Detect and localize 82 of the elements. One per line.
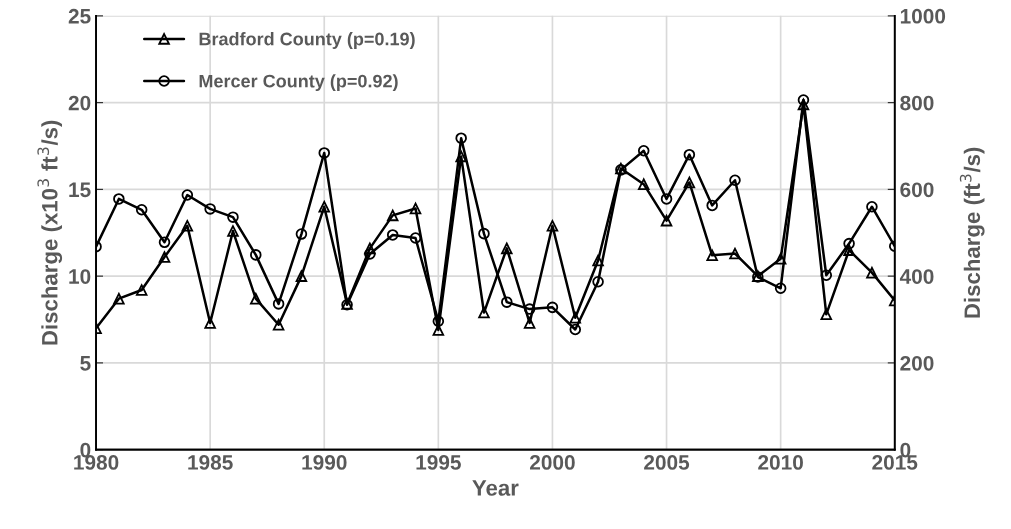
point	[866, 266, 878, 279]
point	[409, 232, 422, 244]
y2-tick-label: 400	[899, 269, 934, 284]
y-tick-label: 5	[80, 356, 91, 371]
point	[181, 189, 194, 201]
point	[250, 249, 262, 261]
point	[866, 200, 878, 213]
point	[432, 315, 445, 328]
point	[637, 178, 650, 190]
point	[135, 284, 148, 296]
point	[158, 236, 171, 249]
point	[523, 303, 536, 315]
point	[523, 317, 536, 329]
point	[158, 251, 171, 263]
y-tick-label: 25	[68, 8, 91, 24]
x-tick-label: 2005	[644, 455, 690, 470]
point	[729, 247, 741, 260]
point	[364, 248, 376, 260]
point	[478, 306, 490, 319]
point	[227, 225, 239, 237]
y2-tick-label: 200	[900, 355, 934, 371]
point	[660, 214, 673, 227]
point	[386, 209, 399, 222]
point	[774, 253, 787, 265]
point	[250, 292, 262, 305]
y-tick-label: 15	[69, 182, 91, 198]
point	[113, 292, 125, 305]
point	[546, 301, 559, 314]
point	[501, 242, 513, 255]
point	[204, 317, 216, 329]
x-tick-label: 2000	[529, 455, 575, 470]
point	[135, 204, 148, 216]
point	[592, 276, 604, 288]
point	[318, 200, 331, 213]
x-tick-label: 1990	[302, 455, 347, 470]
point	[295, 270, 308, 282]
y2-tick-label: 800	[900, 95, 934, 111]
point	[181, 220, 194, 232]
point	[227, 211, 239, 223]
point	[318, 147, 331, 159]
y2-tick-label: 600	[900, 182, 934, 198]
point	[843, 237, 855, 250]
point	[409, 202, 422, 215]
point	[455, 150, 467, 163]
point	[546, 220, 559, 232]
point	[660, 193, 673, 205]
point	[204, 203, 216, 215]
x-tick-label: 2010	[758, 455, 803, 470]
point	[683, 148, 696, 161]
point	[113, 193, 125, 205]
point	[272, 318, 285, 331]
legend-label: Mercer County (p=0.92)	[199, 74, 398, 92]
point	[364, 242, 376, 255]
point	[592, 254, 604, 267]
y-tick-label: 10	[69, 269, 91, 284]
point	[569, 312, 582, 324]
point	[272, 298, 285, 310]
point	[478, 227, 490, 240]
point	[683, 176, 696, 189]
y2-axis-title: Discharge (ft$^{3}$/s)	[959, 147, 985, 318]
point	[729, 174, 741, 187]
point	[455, 132, 467, 144]
y2-tick-label: 1000	[900, 8, 946, 24]
point	[797, 94, 810, 106]
point	[569, 323, 582, 336]
point	[706, 199, 718, 212]
x-tick-label: 1985	[188, 455, 233, 470]
point	[820, 308, 833, 321]
legend-label: Bradford County (p=0.19)	[199, 32, 415, 49]
x-tick-label: 1995	[416, 455, 461, 470]
point	[501, 296, 513, 308]
point	[797, 98, 810, 111]
y-axis-title: Discharge (x10$^{3}$ ft$^{3}$/s)	[37, 120, 63, 345]
point	[637, 145, 650, 157]
point	[843, 244, 855, 256]
point	[706, 249, 718, 262]
y-tick-label: 20	[68, 95, 91, 111]
point	[820, 269, 833, 282]
point	[386, 229, 399, 241]
x-axis-title: Year	[472, 480, 519, 496]
point	[774, 282, 787, 295]
point	[295, 228, 308, 240]
